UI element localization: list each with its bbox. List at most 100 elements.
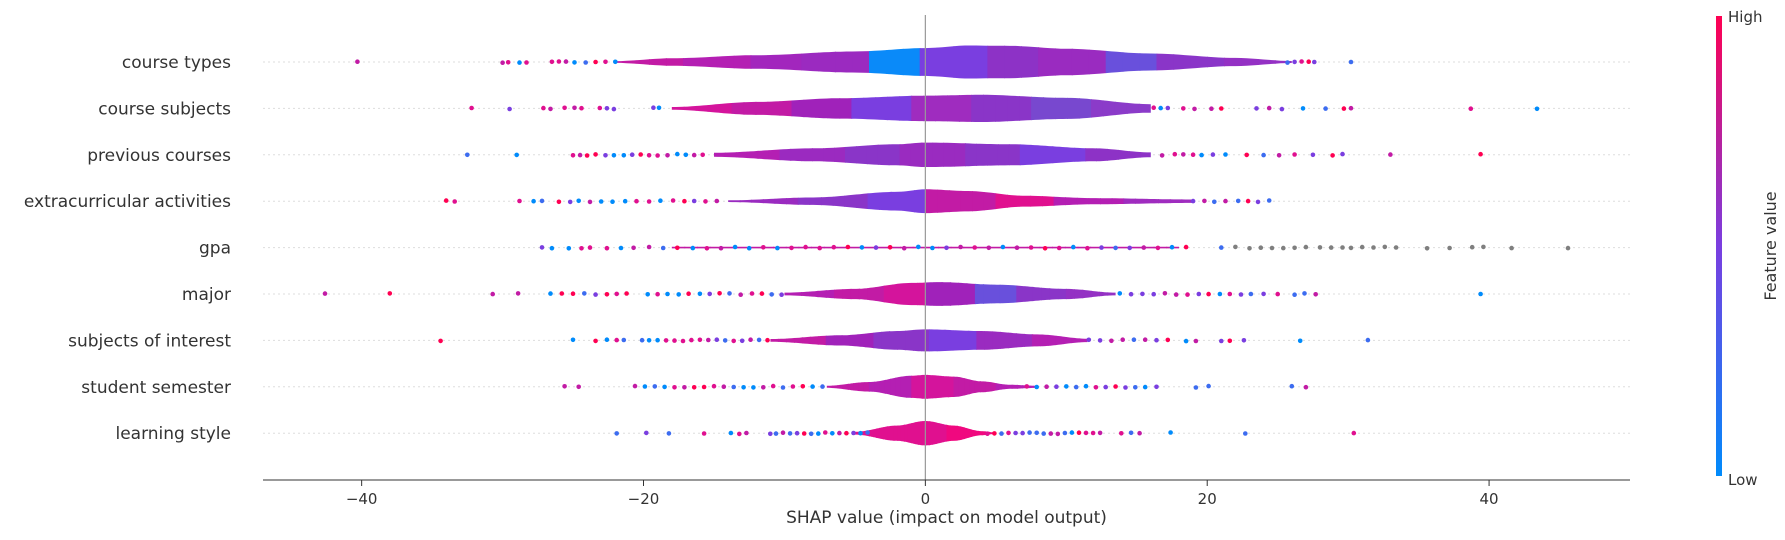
violin-strip	[1074, 282, 1084, 306]
violin-strip	[801, 45, 819, 79]
violin-strip	[890, 374, 897, 399]
outlier-point	[830, 431, 835, 436]
violin-strip	[907, 421, 912, 446]
feature-label: course types	[122, 53, 231, 73]
outlier-point	[655, 153, 660, 158]
violin-strip	[1063, 329, 1073, 352]
outlier-point	[1244, 152, 1249, 158]
violin-strip	[1079, 329, 1088, 352]
violin-strip	[832, 189, 846, 214]
violin-strip	[849, 329, 859, 352]
outlier-point	[697, 337, 703, 343]
outlier-point	[728, 430, 734, 436]
outlier-point	[1064, 384, 1069, 389]
violin-strip	[1030, 142, 1043, 167]
violin-strip	[1007, 94, 1020, 122]
violin-strip	[699, 45, 718, 79]
violin-strip	[876, 421, 881, 446]
violin-strip	[1000, 329, 1009, 352]
outlier-point	[731, 338, 736, 344]
outlier-point	[1447, 245, 1452, 251]
violin-strip	[960, 421, 965, 446]
violin-strip	[1156, 45, 1175, 79]
outlier-point	[1014, 245, 1020, 250]
outlier-point	[727, 291, 732, 296]
outlier-point	[465, 152, 470, 158]
outlier-point	[639, 337, 645, 343]
violin-strip	[875, 282, 885, 306]
violin-strip	[937, 374, 944, 399]
outlier-point	[577, 152, 583, 158]
outlier-point	[744, 430, 749, 436]
violin-strip	[1011, 374, 1018, 399]
outlier-point	[683, 152, 689, 158]
outlier-point	[756, 337, 762, 343]
outlier-point	[604, 106, 610, 111]
violin-strip	[823, 246, 838, 249]
violin-strip	[839, 94, 853, 122]
violin-strip	[1055, 329, 1065, 352]
outlier-point	[570, 291, 576, 297]
violin-strip	[747, 246, 762, 249]
outlier-point	[737, 431, 742, 437]
outlier-point	[816, 431, 821, 436]
outlier-point	[999, 431, 1004, 436]
outlier-point	[1382, 244, 1388, 250]
outlier-point	[1210, 152, 1216, 157]
feature-label: major	[182, 285, 231, 305]
outlier-point	[901, 245, 907, 251]
violin-strip	[899, 94, 913, 122]
violin-strip	[751, 189, 764, 214]
outlier-point	[765, 337, 770, 343]
outlier-point	[593, 338, 598, 344]
violin-strip	[900, 374, 907, 399]
violin-strip	[900, 421, 905, 446]
outlier-point	[563, 59, 569, 64]
violin-strip	[897, 421, 902, 446]
violin-strip	[852, 45, 870, 79]
violin-body	[714, 142, 1151, 167]
outlier-point	[1155, 245, 1161, 251]
outlier-point	[1266, 198, 1272, 203]
outlier-point	[768, 431, 773, 437]
outlier-point	[579, 105, 584, 111]
violin-strip	[939, 421, 944, 446]
violin-strip	[1018, 189, 1032, 214]
violin-strip	[936, 45, 955, 79]
outlier-point	[638, 152, 643, 157]
outlier-point	[1073, 384, 1079, 390]
violin-strip	[1019, 142, 1032, 167]
violin-strip	[954, 142, 966, 167]
violin-strip	[887, 246, 901, 249]
violin-body	[770, 329, 1088, 352]
outlier-point	[1313, 292, 1318, 297]
violin-strip	[902, 45, 921, 79]
outlier-point	[790, 384, 796, 389]
outlier-point	[1086, 337, 1092, 343]
outlier-point	[556, 199, 562, 205]
violin-strip	[983, 94, 996, 122]
outlier-point	[1302, 291, 1307, 296]
outlier-point	[1365, 337, 1371, 343]
violin-strip	[1076, 189, 1090, 214]
outlier-point	[634, 198, 639, 204]
outlier-point	[1227, 338, 1233, 344]
violin-strip	[885, 45, 904, 79]
outlier-point	[1137, 430, 1142, 436]
violin-strip	[953, 45, 972, 79]
outlier-point	[322, 291, 328, 296]
violin-strip	[893, 421, 898, 446]
outlier-point	[1223, 152, 1228, 157]
violin-strip	[914, 189, 927, 214]
violin-strip	[958, 282, 968, 306]
outlier-point	[1013, 430, 1018, 436]
x-axis: −40 −20 0 20 40 SHAP value (impact on model …	[263, 479, 1630, 528]
violin-strip	[671, 94, 685, 122]
outlier-point	[1181, 152, 1186, 157]
violin-strip	[995, 94, 1008, 122]
violin-strip	[965, 142, 977, 167]
outlier-point	[682, 198, 687, 204]
violin-strip	[957, 421, 962, 446]
outlier-point	[598, 199, 604, 204]
outlier-point	[629, 152, 635, 157]
